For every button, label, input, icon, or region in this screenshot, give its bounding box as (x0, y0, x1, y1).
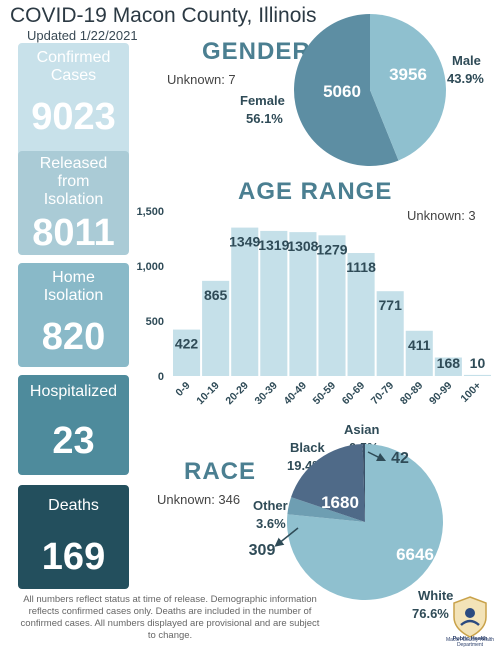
released-card: Released from Isolation 8011 (18, 151, 129, 255)
age-bar (173, 329, 201, 376)
age-category-label: 40-49 (282, 380, 310, 408)
age-bar (231, 227, 259, 376)
age-bar-value: 1319 (258, 237, 289, 253)
page-title: COVID-19 Macon County, Illinois (10, 4, 317, 27)
race-white-label: White (418, 588, 454, 603)
age-bar-value: 168 (437, 355, 461, 371)
race-other-label: Other (253, 498, 288, 513)
age-ytick-label: 0 (158, 371, 164, 383)
race-value-other: 309 (249, 542, 276, 559)
gender-female-label: Female (240, 93, 285, 108)
released-label-3: Isolation (43, 191, 104, 208)
race-value-asian: 42 (391, 450, 409, 467)
public-health-logo: Public Health (453, 596, 488, 642)
race-slice-black (291, 444, 365, 522)
age-category-label: 10-19 (194, 380, 222, 408)
age-bar-value: 411 (408, 337, 431, 353)
race-title: RACE (184, 458, 257, 485)
gender-unknown: Unknown: 7 (167, 72, 236, 87)
age-bar-value: 10 (470, 355, 486, 371)
age-bar (260, 230, 288, 376)
gender-male-pct: 43.9% (447, 71, 484, 86)
home-isolation-card: Home Isolation 820 (18, 263, 129, 367)
age-bar-value: 422 (175, 336, 199, 352)
deaths-card: Deaths 169 (18, 485, 129, 589)
age-bar (347, 253, 375, 376)
age-bar (434, 357, 462, 376)
age-bar (289, 232, 317, 376)
logo-line3: Health Department (456, 637, 495, 648)
race-white-pct: 76.6% (412, 606, 449, 621)
age-category-label: 100+ (458, 380, 483, 405)
age-bar-value: 771 (379, 297, 403, 313)
race-unknown: Unknown: 346 (157, 492, 241, 507)
race-black-label: Black (290, 440, 325, 455)
race-slice-asian (362, 444, 365, 522)
age-bar-chart: 0 500 1,000 1,500 422 0-9 865 10-19 1349 20-29 131… (136, 206, 491, 408)
released-label-1: Released (39, 155, 108, 172)
gender-pie-chart: 5060 3956 (294, 14, 446, 166)
race-value-white: 6646 (396, 545, 434, 564)
age-category-label: 60-69 (340, 380, 368, 408)
age-bar-value: 865 (204, 287, 228, 303)
age-category-label: 50-59 (311, 380, 339, 408)
gender-value-female: 5060 (323, 82, 361, 101)
gender-slice-male (370, 14, 446, 161)
released-value: 8011 (32, 212, 115, 254)
age-bar (318, 235, 346, 376)
home-isolation-label-1: Home (52, 269, 95, 286)
age-category-label: 0-9 (173, 380, 192, 399)
age-bar (376, 291, 404, 376)
gender-slice-female (294, 14, 399, 166)
gender-title: GENDER (202, 38, 311, 65)
age-bar (405, 330, 433, 376)
confirmed-cases-card: Confirmed Cases 9023 (18, 43, 129, 171)
age-bar-value: 1308 (287, 238, 318, 254)
logo-line2: Macon County (445, 637, 479, 643)
age-bar-value: 1349 (229, 234, 260, 250)
age-category-label: 80-89 (398, 380, 426, 408)
age-ytick-label: 1,500 (136, 206, 164, 218)
confirmed-cases-value: 9023 (31, 96, 116, 138)
home-isolation-label-2: Isolation (43, 287, 104, 304)
race-asian-label: Asian (344, 422, 380, 437)
gender-female-pct: 56.1% (246, 111, 283, 126)
hospitalized-value: 23 (52, 420, 95, 462)
home-isolation-value: 820 (41, 316, 106, 358)
hospitalized-label: Hospitalized (29, 383, 118, 400)
age-bar (202, 280, 230, 376)
race-other-pct: 3.6% (256, 516, 286, 531)
age-ytick-label: 500 (146, 316, 164, 328)
age-bar-value: 1118 (346, 259, 376, 275)
race-value-black: 1680 (321, 493, 359, 512)
logo-subtext: Macon County Health Department (440, 638, 500, 648)
age-title: AGE RANGE (238, 178, 393, 205)
gender-male-label: Male (452, 53, 481, 68)
hospitalized-card: Hospitalized 23 (18, 375, 129, 475)
race-asian-arrow (367, 451, 387, 462)
gender-value-male: 3956 (389, 65, 427, 84)
age-category-label: 30-39 (252, 380, 280, 408)
confirmed-cases-label: Confirmed Cases (36, 49, 111, 84)
race-slice-other (287, 497, 365, 522)
deaths-value: 169 (41, 536, 106, 578)
age-bar (463, 374, 491, 376)
age-unknown: Unknown: 3 (407, 208, 476, 223)
race-other-arrow (274, 527, 299, 547)
age-category-label: 20-29 (223, 380, 251, 408)
deaths-label: Deaths (48, 497, 99, 514)
logo-line1: Public Health (453, 636, 488, 642)
updated-date: Updated 1/22/2021 (27, 28, 138, 43)
released-label-2: from (57, 173, 90, 190)
footnote: All numbers reflect status at time of re… (20, 594, 320, 641)
age-bar-value: 1279 (316, 241, 347, 257)
age-ytick-label: 1,000 (136, 261, 164, 273)
age-category-label: 90-99 (427, 380, 455, 408)
race-pie-chart: 6646 1680 309 42 (249, 444, 443, 600)
age-category-label: 70-79 (369, 380, 397, 408)
